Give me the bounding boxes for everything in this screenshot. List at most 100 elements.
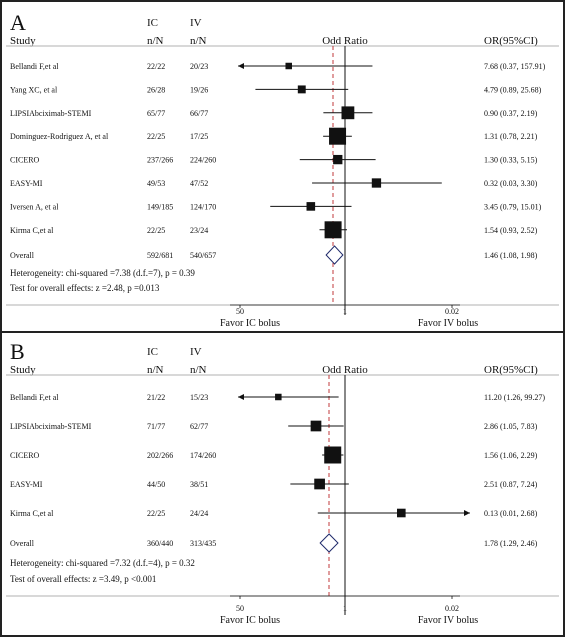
column-header-iv: IV: [190, 17, 202, 29]
study-or-ci: 4.79 (0.89, 25.68): [484, 85, 542, 94]
column-header-or-ci: OR(95%CI): [484, 364, 538, 376]
study-point-estimate: [324, 221, 342, 239]
ci-arrow-right: [464, 510, 470, 516]
column-header-ic: IC: [147, 17, 158, 29]
overall-ic-count: 360/440: [147, 539, 173, 548]
ci-arrow-left: [238, 63, 244, 69]
study-iv-count: 124/170: [190, 202, 216, 211]
x-tick-label: 1: [343, 307, 347, 316]
study-name: Kirma C,et al: [10, 226, 54, 235]
overall-diamond: [319, 533, 339, 553]
overall-label: Overall: [10, 539, 35, 548]
study-iv-count: 66/77: [190, 109, 208, 118]
study-or-ci: 1.54 (0.93, 2.52): [484, 226, 538, 235]
study-ic-count: 22/25: [147, 132, 165, 141]
overall-effect-text: Test for overall effects: z =2.48, p =0.…: [10, 283, 160, 293]
ci-arrow-left: [238, 394, 244, 400]
study-point-estimate: [371, 178, 382, 188]
study-or-ci: 11.20 (1.26, 99.27): [484, 393, 545, 402]
study-iv-count: 174/260: [190, 451, 216, 460]
study-ic-count: 71/77: [147, 422, 165, 431]
study-iv-count: 17/25: [190, 132, 208, 141]
study-iv-count: 224/260: [190, 156, 216, 165]
overall-label: Overall: [10, 251, 35, 260]
forest-panel-a: A IC IV Study n/N n/N Odd Ratio OR(95%CI) 50 1 0.0…: [6, 10, 559, 329]
favor-left-label: Favor IC bolus: [220, 318, 280, 329]
x-tick-label: 50: [236, 604, 244, 613]
study-ic-count: 237/266: [147, 156, 173, 165]
column-header-iv: IV: [190, 346, 202, 358]
x-tick-label: 50: [236, 307, 244, 316]
column-unit-iv: n/N: [190, 35, 207, 47]
study-point-estimate: [297, 85, 306, 94]
column-header-odds-ratio: Odd Ratio: [322, 35, 368, 47]
study-name: CICERO: [10, 156, 40, 165]
column-unit-iv: n/N: [190, 364, 207, 376]
study-iv-count: 23/24: [190, 226, 208, 235]
x-tick-label: 1: [343, 604, 347, 613]
study-name: Dominguez-Rodriguez A, et al: [10, 132, 109, 141]
study-iv-count: 62/77: [190, 422, 208, 431]
study-point-estimate: [333, 154, 343, 165]
study-ic-count: 44/50: [147, 480, 165, 489]
study-name: EASY-MI: [10, 179, 43, 188]
overall-effect-text: Test of overall effects: z =3.49, p <0.0…: [10, 574, 156, 584]
study-ic-count: 22/25: [147, 226, 165, 235]
study-iv-count: 20/23: [190, 62, 208, 71]
column-header-study: Study: [10, 35, 36, 47]
study-point-estimate: [329, 127, 347, 145]
heterogeneity-text: Heterogeneity: chi-squared =7.38 (d.f.=7…: [10, 268, 195, 278]
overall-iv-count: 313/435: [190, 539, 216, 548]
study-name: EASY-MI: [10, 480, 43, 489]
study-iv-count: 24/24: [190, 509, 208, 518]
study-name: Kirma C,et al: [10, 509, 54, 518]
column-header-odds-ratio: Odd Ratio: [322, 364, 368, 376]
study-ic-count: 149/185: [147, 202, 173, 211]
column-unit-ic: n/N: [147, 35, 164, 47]
column-header-ic: IC: [147, 346, 158, 358]
study-or-ci: 1.31 (0.78, 2.21): [484, 132, 538, 141]
study-name: Yang XC, et al: [10, 85, 58, 94]
study-ic-count: 22/25: [147, 509, 165, 518]
study-ic-count: 21/22: [147, 393, 165, 402]
x-tick-label: 0.02: [445, 604, 459, 613]
study-ic-count: 26/28: [147, 85, 165, 94]
study-or-ci: 0.90 (0.37, 2.19): [484, 109, 538, 118]
study-point-estimate: [341, 106, 355, 120]
study-point-estimate: [306, 202, 316, 211]
study-name: Bellandi F,et al: [10, 62, 59, 71]
study-point-estimate: [324, 446, 342, 464]
study-ic-count: 22/22: [147, 62, 165, 71]
study-or-ci: 7.68 (0.37, 157.91): [484, 62, 546, 71]
study-or-ci: 3.45 (0.79, 15.01): [484, 202, 542, 211]
overall-diamond: [325, 245, 344, 265]
study-ic-count: 65/77: [147, 109, 165, 118]
overall-ic-count: 592/681: [147, 251, 173, 260]
study-point-estimate: [314, 478, 325, 490]
overall-or-ci: 1.78 (1.29, 2.46): [484, 539, 538, 548]
study-point-estimate: [310, 420, 322, 432]
study-or-ci: 1.30 (0.33, 5.15): [484, 156, 538, 165]
study-point-estimate: [397, 508, 406, 518]
favor-right-label: Favor IV bolus: [418, 318, 478, 329]
column-header-study: Study: [10, 364, 36, 376]
favor-left-label: Favor IC bolus: [220, 615, 280, 626]
heterogeneity-text: Heterogeneity: chi-squared =7.32 (d.f.=4…: [10, 558, 195, 568]
forest-panel-b: B IC IV Study n/N n/N Odd Ratio OR(95%CI) 50 1 0.0…: [0, 331, 565, 626]
study-name: Iversen A, et al: [10, 202, 59, 211]
study-iv-count: 38/51: [190, 480, 208, 489]
study-name: Bellandi F,et al: [10, 393, 59, 402]
study-or-ci: 0.32 (0.03, 3.30): [484, 179, 538, 188]
overall-or-ci: 1.46 (1.08, 1.98): [484, 251, 538, 260]
favor-right-label: Favor IV bolus: [418, 615, 478, 626]
x-tick-label: 0.02: [445, 307, 459, 316]
study-iv-count: 15/23: [190, 393, 208, 402]
study-name: LIPSIAbciximab-STEMI: [10, 109, 92, 118]
study-or-ci: 1.56 (1.06, 2.29): [484, 451, 538, 460]
study-or-ci: 2.51 (0.87, 7.24): [484, 480, 538, 489]
column-header-or-ci: OR(95%CI): [484, 35, 538, 47]
panel-label: A: [10, 10, 26, 35]
panel-label: B: [10, 339, 25, 364]
